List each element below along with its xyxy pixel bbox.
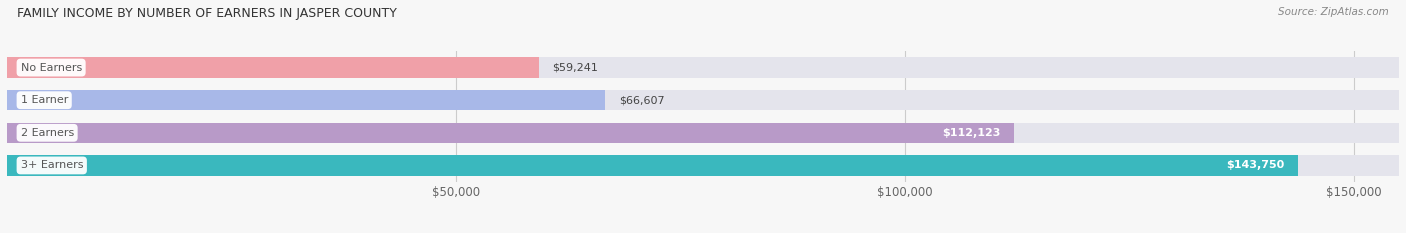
Bar <box>7 123 1014 143</box>
Bar <box>7 90 605 110</box>
Text: $66,607: $66,607 <box>619 95 664 105</box>
Bar <box>7 155 1298 175</box>
Text: 3+ Earners: 3+ Earners <box>21 161 83 170</box>
Text: $112,123: $112,123 <box>942 128 1001 138</box>
Bar <box>7 155 1399 175</box>
Text: No Earners: No Earners <box>21 63 82 72</box>
Text: 2 Earners: 2 Earners <box>21 128 73 138</box>
Bar <box>7 123 1399 143</box>
Bar <box>7 90 1399 110</box>
Bar <box>7 58 1399 78</box>
Text: $143,750: $143,750 <box>1226 161 1285 170</box>
Text: FAMILY INCOME BY NUMBER OF EARNERS IN JASPER COUNTY: FAMILY INCOME BY NUMBER OF EARNERS IN JA… <box>17 7 396 20</box>
Text: 1 Earner: 1 Earner <box>21 95 67 105</box>
Text: Source: ZipAtlas.com: Source: ZipAtlas.com <box>1278 7 1389 17</box>
Text: $59,241: $59,241 <box>553 63 599 72</box>
Bar <box>7 58 538 78</box>
